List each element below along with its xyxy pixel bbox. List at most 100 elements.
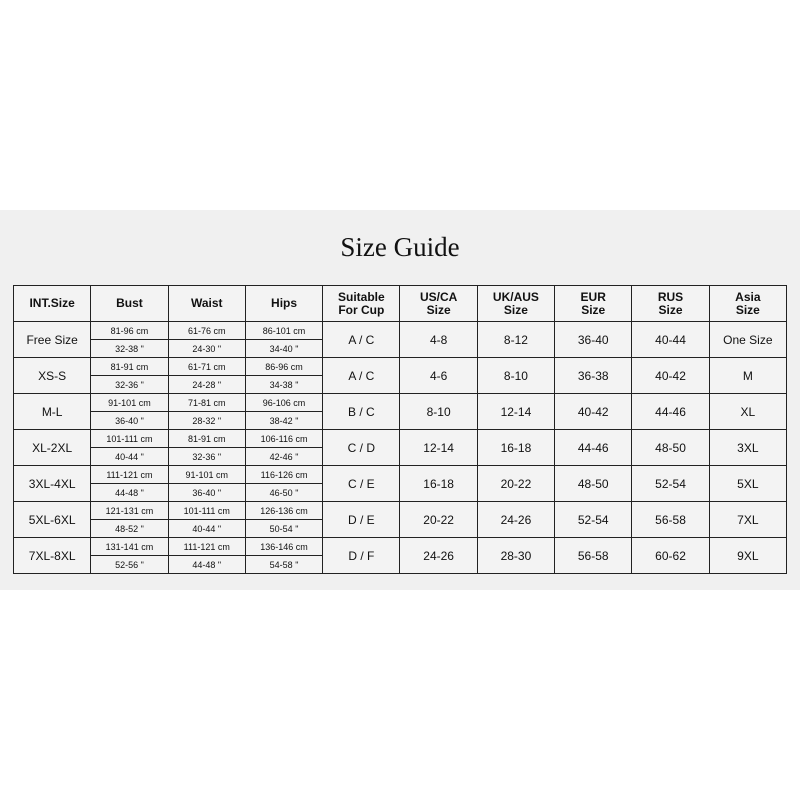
- column-header: RUS Size: [631, 285, 710, 322]
- cell-hips-in: 42-46 ": [244, 447, 324, 466]
- table-row-inches: 48-52 " 40-44 " 50-54 ": [14, 519, 787, 538]
- cell-hips-in: 38-42 ": [244, 411, 324, 430]
- column-header: Hips: [244, 285, 324, 322]
- cell-waist-in: 28-32 ": [167, 411, 246, 430]
- column-header: Asia Size: [708, 285, 788, 322]
- cell-bust-in: 32-36 ": [90, 375, 169, 394]
- cell-us: 4-8: [399, 321, 478, 358]
- cell-waist-in: 24-30 ": [167, 339, 246, 358]
- cell-asia: M: [708, 357, 788, 394]
- cell-bust-cm: 81-91 cm: [90, 357, 169, 376]
- cell-us: 4-6: [399, 357, 478, 394]
- cell-waist-cm: 91-101 cm: [167, 465, 246, 484]
- cell-asia: 5XL: [708, 465, 788, 502]
- cell-bust-cm: 111-121 cm: [90, 465, 169, 484]
- cell-asia: XL: [708, 393, 788, 430]
- cell-asia: 9XL: [708, 537, 788, 574]
- cell-hips-cm: 86-101 cm: [244, 321, 324, 340]
- cell-hips-in: 46-50 ": [244, 483, 324, 502]
- cell-bust-in: 48-52 ": [90, 519, 169, 538]
- table-row: M-L 91-101 cm 71-81 cm 96-106 cm B / C 8-10 12…: [12, 393, 788, 430]
- cell-bust-cm: 101-111 cm: [90, 429, 169, 448]
- cell-eur: 36-38: [554, 357, 633, 394]
- cell-eur: 56-58: [554, 537, 633, 574]
- cell-eur: 36-40: [554, 321, 633, 358]
- cell-bust-cm: 91-101 cm: [90, 393, 169, 412]
- cell-eur: 52-54: [554, 501, 633, 538]
- cell-hips-in: 34-38 ": [244, 375, 324, 394]
- column-header: EUR Size: [554, 285, 633, 322]
- header-row: INT.Size Bust Waist Hips Suitable For Cup US/…: [12, 285, 788, 322]
- cell-waist-in: 32-36 ": [167, 447, 246, 466]
- cell-bust-cm: 81-96 cm: [90, 321, 169, 340]
- cell-us: 20-22: [399, 501, 478, 538]
- cell-hips-cm: 116-126 cm: [244, 465, 324, 484]
- column-header: Waist: [167, 285, 246, 322]
- cell-cup: D / E: [322, 501, 401, 538]
- cell-uk: 24-26: [476, 501, 556, 538]
- cell-waist-cm: 111-121 cm: [167, 537, 246, 556]
- cell-waist-cm: 101-111 cm: [167, 501, 246, 520]
- cell-us: 12-14: [399, 429, 478, 466]
- cell-rus: 44-46: [631, 393, 710, 430]
- table-row-inches: 52-56 " 44-48 " 54-58 ": [14, 555, 787, 574]
- cell-uk: 8-10: [476, 357, 556, 394]
- cell-cup: C / E: [322, 465, 401, 502]
- table-row: 5XL-6XL 121-131 cm 101-111 cm 126-136 cm D /…: [12, 501, 788, 538]
- cell-bust-in: 44-48 ": [90, 483, 169, 502]
- cell-uk: 28-30: [476, 537, 556, 574]
- cell-waist-in: 36-40 ": [167, 483, 246, 502]
- cell-waist-in: 44-48 ": [167, 555, 246, 574]
- cell-waist-in: 24-28 ": [167, 375, 246, 394]
- cell-eur: 44-46: [554, 429, 633, 466]
- cell-waist-cm: 61-71 cm: [167, 357, 246, 376]
- table-row: 7XL-8XL 131-141 cm 111-121 cm 136-146 cm D /…: [12, 537, 788, 574]
- table-row: XS-S 81-91 cm 61-71 cm 86-96 cm A / C 4-6 8-10…: [12, 357, 788, 394]
- cell-bust-in: 40-44 ": [90, 447, 169, 466]
- cell-uk: 20-22: [476, 465, 556, 502]
- column-header: UK/AUS Size: [476, 285, 556, 322]
- cell-rus: 48-50: [631, 429, 710, 466]
- cell-asia: 7XL: [708, 501, 788, 538]
- cell-uk: 16-18: [476, 429, 556, 466]
- cell-rus: 56-58: [631, 501, 710, 538]
- table-row-inches: 32-38 " 24-30 " 34-40 ": [14, 339, 787, 358]
- cell-size: 3XL-4XL: [12, 465, 92, 502]
- column-header: Suitable For Cup: [322, 285, 401, 322]
- size-table: INT.Size Bust Waist Hips Suitable For Cup US/…: [12, 285, 788, 574]
- cell-bust-in: 36-40 ": [90, 411, 169, 430]
- cell-uk: 8-12: [476, 321, 556, 358]
- cell-hips-cm: 136-146 cm: [244, 537, 324, 556]
- cell-hips-in: 50-54 ": [244, 519, 324, 538]
- cell-rus: 60-62: [631, 537, 710, 574]
- cell-bust-cm: 131-141 cm: [90, 537, 169, 556]
- cell-rus: 52-54: [631, 465, 710, 502]
- cell-size: 5XL-6XL: [12, 501, 92, 538]
- cell-bust-in: 52-56 ": [90, 555, 169, 574]
- cell-us: 8-10: [399, 393, 478, 430]
- cell-waist-cm: 71-81 cm: [167, 393, 246, 412]
- cell-size: XL-2XL: [12, 429, 92, 466]
- cell-hips-cm: 96-106 cm: [244, 393, 324, 412]
- cell-hips-in: 54-58 ": [244, 555, 324, 574]
- cell-eur: 40-42: [554, 393, 633, 430]
- cell-us: 16-18: [399, 465, 478, 502]
- column-header: Bust: [90, 285, 169, 322]
- column-header: US/CA Size: [399, 285, 478, 322]
- table-row-inches: 40-44 " 32-36 " 42-46 ": [14, 447, 787, 466]
- cell-cup: A / C: [322, 357, 401, 394]
- cell-waist-cm: 61-76 cm: [167, 321, 246, 340]
- cell-rus: 40-44: [631, 321, 710, 358]
- cell-uk: 12-14: [476, 393, 556, 430]
- page-title: Size Guide: [340, 232, 460, 262]
- cell-hips-cm: 126-136 cm: [244, 501, 324, 520]
- cell-cup: D / F: [322, 537, 401, 574]
- cell-cup: B / C: [322, 393, 401, 430]
- cell-waist-cm: 81-91 cm: [167, 429, 246, 448]
- cell-hips-cm: 106-116 cm: [244, 429, 324, 448]
- cell-rus: 40-42: [631, 357, 710, 394]
- cell-hips-cm: 86-96 cm: [244, 357, 324, 376]
- cell-cup: A / C: [322, 321, 401, 358]
